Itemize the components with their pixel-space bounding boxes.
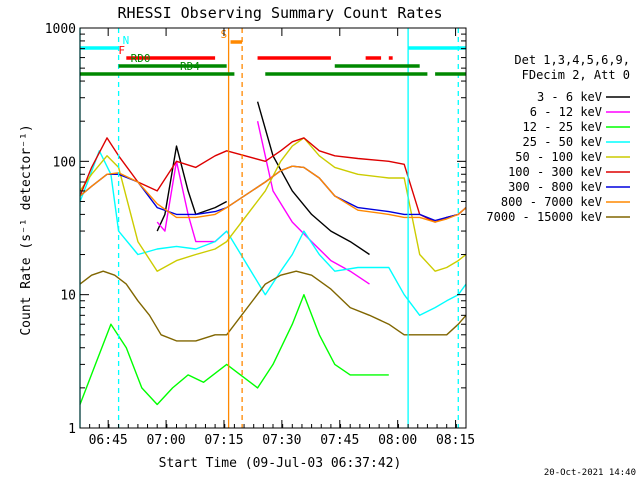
x-tick-label-6: 08:15 [436,433,475,448]
legend-label-0: 3 - 6 keV [537,90,602,104]
x-tick-label-0: 06:45 [89,433,128,448]
status-bars-layer: NFSRD0RD4 [80,28,466,76]
x-tick-label-1: 07:00 [147,433,186,448]
legend-label-8: 7000 - 15000 keV [486,210,602,224]
legend-label-3: 25 - 50 keV [523,135,602,149]
y-tick-label-1: 10 [60,289,76,304]
detector-info-line-1: Det 1,3,4,5,6,9, [514,53,630,67]
date-stamp: 20-Oct-2021 14:40 [544,468,636,478]
legend-label-1: 6 - 12 keV [530,105,602,119]
x-tick-label-5: 08:00 [378,433,417,448]
y-tick-label-0: 1 [68,422,76,437]
legend-label-7: 800 - 7000 keV [501,195,602,209]
series-line-4 [79,137,467,272]
y-tick-label-3: 1000 [45,22,76,37]
legend-label-5: 100 - 300 keV [508,165,602,179]
status-bar-label-F: F [118,44,125,57]
y-axis-label: Count Rate (s⁻¹ detector⁻¹) [19,124,34,335]
legend-label-6: 300 - 800 keV [508,180,602,194]
x-axis-label: Start Time (09-Jul-03 06:37:42) [159,456,402,471]
x-tick-label-2: 07:15 [204,433,243,448]
status-bar-label-RD4: RD4 [180,60,200,73]
series-line-7 [79,165,467,223]
y-tick-label-2: 100 [53,155,76,170]
legend-label-2: 12 - 25 keV [523,120,602,134]
x-tick-label-4: 07:45 [320,433,359,448]
legend-label-4: 50 - 100 keV [515,150,602,164]
series-line-3 [79,150,467,316]
status-bar-label-N: N [123,34,130,47]
series-line-8 [79,270,467,342]
x-tick-label-3: 07:30 [262,433,301,448]
status-bar-label-RD0: RD0 [131,52,151,65]
detector-info-line-2: FDecim 2, Att 0 [522,68,630,82]
axes-layer: 06:45 07:00 07:15 07:30 07:45 08:00 08:15 1 10 10… [45,22,475,448]
series-line-2 [79,294,389,406]
chart-title: RHESSI Observing Summary Count Rates [117,4,442,22]
series-layer [79,101,467,406]
